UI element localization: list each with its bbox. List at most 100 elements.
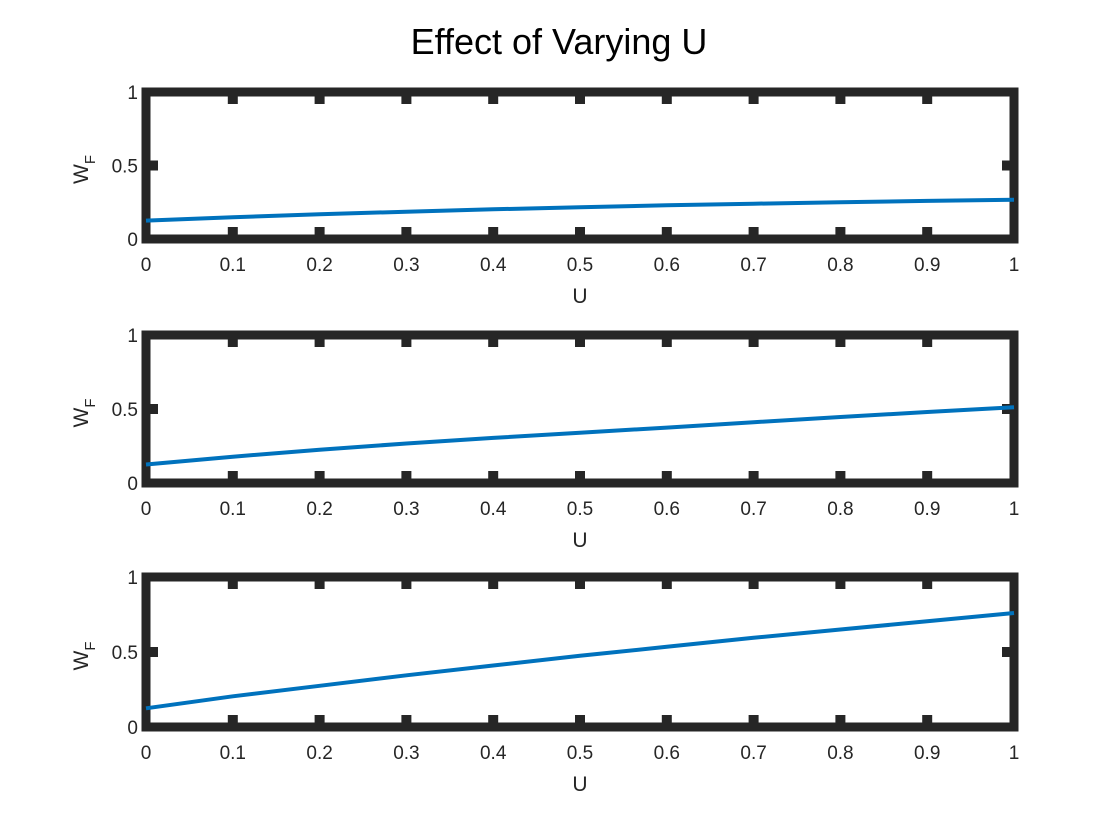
x-tick-label: 0.6 bbox=[654, 499, 680, 520]
x-tick-label: 0.2 bbox=[306, 743, 332, 764]
y-tick-label: 0 bbox=[127, 230, 138, 251]
y-tick-mark-left bbox=[144, 647, 158, 657]
x-tick-label: 0.3 bbox=[393, 499, 419, 520]
x-tick-label: 0.1 bbox=[220, 743, 246, 764]
x-tick-label: 0.2 bbox=[306, 255, 332, 276]
x-tick-mark-bottom bbox=[922, 715, 933, 729]
x-tick-mark-bottom bbox=[835, 471, 846, 485]
y-tick-label: 1 bbox=[127, 83, 138, 104]
x-tick-label: 1 bbox=[1009, 499, 1020, 520]
x-tick-label: 0 bbox=[141, 499, 152, 520]
x-tick-mark-bottom bbox=[835, 227, 846, 241]
x-tick-mark-top bbox=[748, 90, 759, 104]
axes-box bbox=[141, 330, 1019, 488]
y-axis-label: WF bbox=[70, 155, 99, 184]
x-tick-mark-top bbox=[227, 575, 238, 589]
y-tick-mark-left bbox=[144, 160, 158, 171]
x-tick-label: 0.3 bbox=[393, 743, 419, 764]
x-tick-label: 0.3 bbox=[393, 255, 419, 276]
x-tick-mark-bottom bbox=[748, 471, 759, 485]
x-tick-label: 0.6 bbox=[654, 743, 680, 764]
x-tick-mark-top bbox=[922, 333, 933, 347]
y-tick-label: 0.5 bbox=[112, 400, 138, 421]
x-tick-mark-top bbox=[314, 90, 325, 104]
x-tick-mark-top bbox=[748, 575, 759, 589]
y-tick-mark-right bbox=[1002, 160, 1016, 171]
x-axis-label: U bbox=[572, 529, 587, 552]
subplot-1: 0 0.1 0.2 0.3 0.4 0.5 0.6 0.7 0.8 0.9 1 0 0.5 1 U WF bbox=[70, 83, 1019, 308]
x-tick-label: 0.9 bbox=[914, 499, 940, 520]
x-axis-label: U bbox=[572, 773, 587, 796]
x-tick-label: 0.8 bbox=[827, 255, 853, 276]
x-tick-mark-top bbox=[401, 90, 412, 104]
x-tick-label: 0.1 bbox=[220, 499, 246, 520]
x-tick-mark-bottom bbox=[227, 715, 238, 729]
x-tick-mark-top bbox=[401, 575, 412, 589]
x-tick-mark-bottom bbox=[835, 715, 846, 729]
x-tick-mark-top bbox=[748, 333, 759, 347]
x-tick-mark-top bbox=[835, 90, 846, 104]
x-tick-mark-bottom bbox=[661, 471, 672, 485]
series-line-1 bbox=[145, 197, 1015, 223]
x-tick-label: 0 bbox=[141, 255, 152, 276]
x-tick-mark-top bbox=[488, 90, 499, 104]
x-tick-mark-top bbox=[314, 575, 325, 589]
y-tick-label: 0.5 bbox=[112, 643, 138, 664]
x-tick-label: 0.4 bbox=[480, 499, 507, 520]
x-tick-mark-top bbox=[661, 575, 672, 589]
x-tick-mark-bottom bbox=[401, 715, 412, 729]
x-tick-mark-bottom bbox=[661, 715, 672, 729]
y-axis-label: WF bbox=[70, 399, 99, 428]
y-tick-label: 0 bbox=[127, 718, 138, 739]
x-tick-mark-top bbox=[922, 90, 933, 104]
x-tick-mark-top bbox=[661, 90, 672, 104]
x-tick-label: 0.2 bbox=[306, 499, 332, 520]
x-tick-mark-bottom bbox=[227, 227, 238, 241]
x-tick-mark-top bbox=[835, 575, 846, 589]
y-tick-mark-left bbox=[144, 404, 158, 414]
x-axis-label: U bbox=[572, 285, 587, 308]
x-tick-mark-bottom bbox=[314, 471, 325, 485]
x-tick-label: 0.9 bbox=[914, 255, 940, 276]
x-tick-label: 0.5 bbox=[567, 255, 593, 276]
y-tick-label: 0 bbox=[127, 474, 138, 495]
x-tick-mark-top bbox=[488, 333, 499, 347]
x-tick-label: 1 bbox=[1009, 255, 1020, 276]
y-tick-label: 1 bbox=[127, 326, 138, 347]
x-tick-label: 0.1 bbox=[220, 255, 246, 276]
chart-title: Effect of Varying U bbox=[411, 21, 708, 62]
x-tick-label: 0.9 bbox=[914, 743, 940, 764]
x-tick-mark-top bbox=[575, 575, 585, 589]
y-tick-label: 1 bbox=[127, 568, 138, 589]
x-tick-mark-bottom bbox=[575, 471, 585, 485]
y-tick-mark-right bbox=[1002, 647, 1016, 657]
x-tick-mark-top bbox=[488, 575, 499, 589]
subplot-2: 0 0.1 0.2 0.3 0.4 0.5 0.6 0.7 0.8 0.9 1 0 0.5 1 U WF bbox=[70, 326, 1019, 552]
x-tick-mark-bottom bbox=[575, 715, 585, 729]
x-tick-mark-bottom bbox=[488, 227, 499, 241]
x-tick-mark-bottom bbox=[748, 715, 759, 729]
x-tick-mark-top bbox=[835, 333, 846, 347]
x-tick-mark-top bbox=[922, 575, 933, 589]
x-tick-mark-bottom bbox=[314, 715, 325, 729]
x-tick-mark-bottom bbox=[922, 471, 933, 485]
axes-box bbox=[141, 572, 1019, 732]
x-tick-label: 0.5 bbox=[567, 499, 593, 520]
x-tick-label: 0.4 bbox=[480, 743, 507, 764]
series-line-1 bbox=[145, 405, 1015, 467]
subplot-3: 0 0.1 0.2 0.3 0.4 0.5 0.6 0.7 0.8 0.9 1 0 0.5 1 U WF bbox=[70, 568, 1019, 796]
y-axis-label: WF bbox=[70, 642, 99, 671]
x-tick-mark-top bbox=[227, 90, 238, 104]
y-tick-label: 0.5 bbox=[112, 157, 138, 178]
x-tick-mark-top bbox=[227, 333, 238, 347]
x-tick-mark-bottom bbox=[575, 227, 585, 241]
x-tick-label: 0.4 bbox=[480, 255, 507, 276]
x-tick-mark-bottom bbox=[314, 227, 325, 241]
x-tick-mark-bottom bbox=[661, 227, 672, 241]
x-tick-mark-bottom bbox=[488, 715, 499, 729]
x-tick-mark-bottom bbox=[401, 471, 412, 485]
x-tick-mark-bottom bbox=[748, 227, 759, 241]
x-tick-label: 0 bbox=[141, 743, 152, 764]
subplots: 0 0.1 0.2 0.3 0.4 0.5 0.6 0.7 0.8 0.9 1 0 0.5 1 U WF 0 0.… bbox=[70, 83, 1019, 796]
